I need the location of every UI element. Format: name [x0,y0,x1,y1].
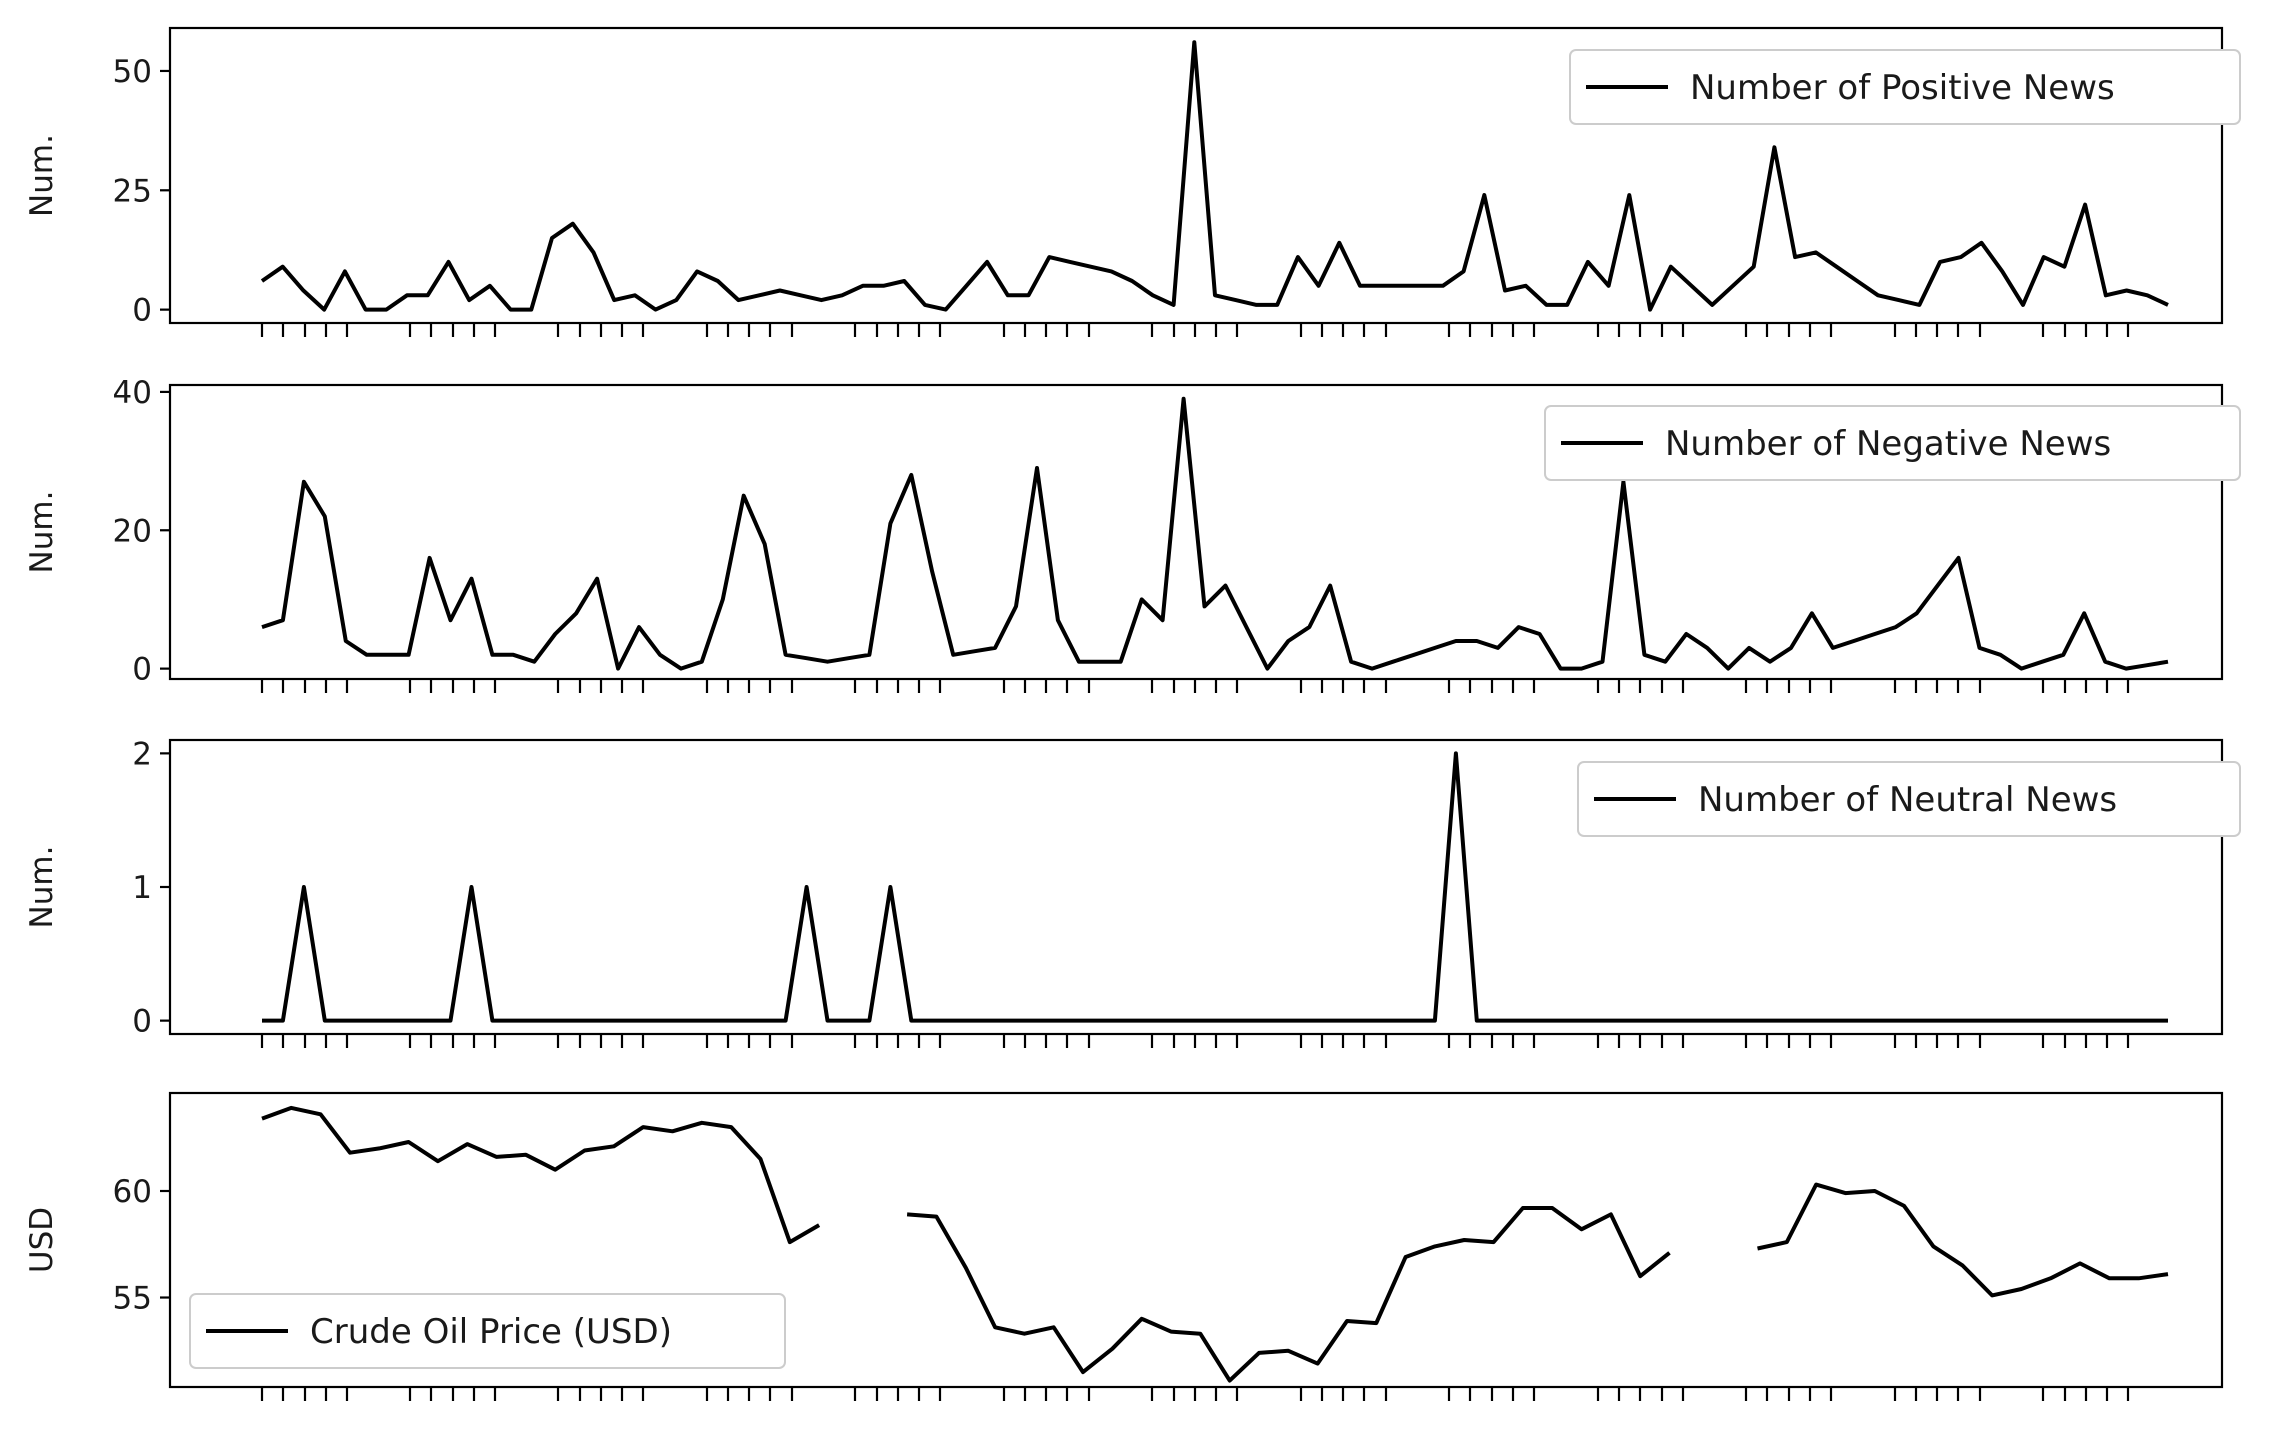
y-tick-label: 0 [132,652,152,688]
series-line-crude-oil-price [261,1105,821,1245]
legend-box [189,1293,786,1369]
legend-label: Number of Positive News [1690,68,2115,108]
y-tick-label: 55 [113,1281,152,1317]
series-line-crude-oil-price [906,1206,1671,1383]
legend-box [1569,49,2241,125]
panel-crude-oil-price: 55 60 USD Crude Oil Price (USD) [24,1091,2224,1401]
panel-positive-news: 0 25 50 Num. Number of Positive News [24,26,2241,337]
y-tick-label: 40 [113,375,152,411]
series-line-crude-oil-price [1757,1182,2169,1298]
legend-label: Number of Neutral News [1698,780,2117,820]
y-axis-label: USD [24,1207,60,1273]
legend-label: Number of Negative News [1665,424,2111,464]
y-tick-label: 60 [113,1174,152,1210]
legend-box [1577,761,2241,837]
y-tick-label: 0 [132,1004,152,1040]
y-tick-label: 0 [132,293,152,329]
y-tick-label: 20 [113,513,152,549]
legend: Number of Positive News [1569,49,2241,125]
legend: Number of Neutral News [1577,761,2241,837]
series-line-neutral-news [262,751,2168,1023]
legend: Number of Negative News [1544,405,2241,481]
series-line-positive-news [260,40,2169,312]
series-line-negative-news [261,396,2169,671]
y-tick-label: 1 [132,870,152,906]
legend-box [1544,405,2241,481]
y-tick-label: 2 [132,736,152,772]
legend-label: Crude Oil Price (USD) [310,1312,672,1352]
y-axis-label: Num. [24,846,60,929]
panel-negative-news: 0 20 40 Num. Number of Negative News [24,375,2241,693]
y-tick-label: 50 [113,54,152,90]
panel-neutral-news: 0 1 2 Num. Number of Neutral News [24,736,2241,1048]
y-tick-label: 25 [113,173,152,209]
y-axis-label: Num. [24,134,60,217]
legend: Crude Oil Price (USD) [189,1293,786,1369]
y-axis-label: Num. [24,491,60,574]
